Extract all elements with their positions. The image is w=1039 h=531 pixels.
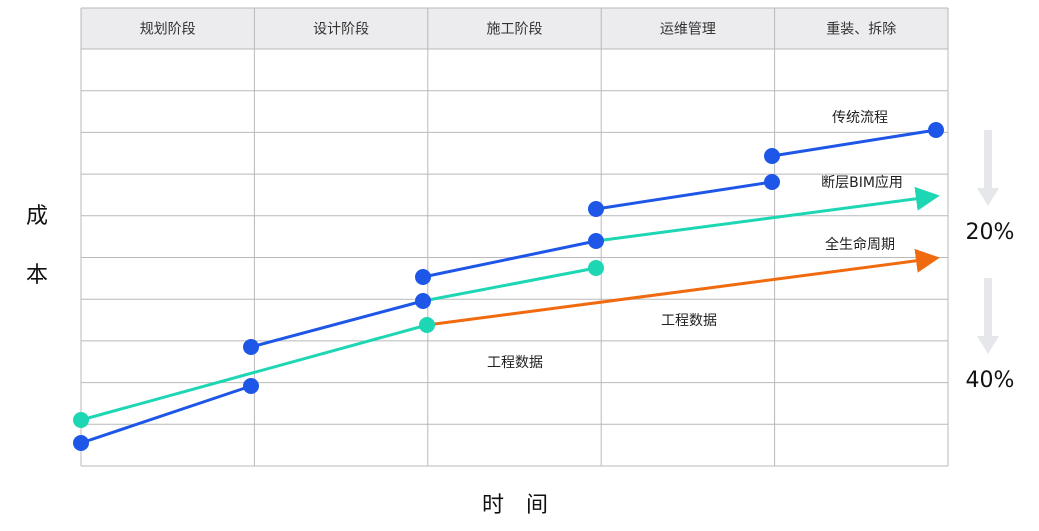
point bbox=[588, 233, 604, 249]
point bbox=[73, 412, 89, 428]
point bbox=[243, 339, 259, 355]
bim-arrow bbox=[595, 186, 940, 243]
phase-header: 重装、拆除 bbox=[826, 22, 896, 38]
point bbox=[415, 269, 431, 285]
line-label: 全生命周期 bbox=[825, 236, 895, 253]
point bbox=[419, 317, 435, 333]
point bbox=[928, 122, 944, 138]
saving-label: 20% bbox=[966, 220, 1015, 245]
traditional-line bbox=[80, 128, 937, 445]
lines bbox=[80, 128, 940, 445]
point bbox=[415, 293, 431, 309]
point bbox=[588, 201, 604, 217]
line-label: 传统流程 bbox=[832, 110, 888, 126]
lifecycle-arrow bbox=[426, 248, 940, 327]
phase-header: 规划阶段 bbox=[140, 22, 196, 38]
phase-header: 设计阶段 bbox=[313, 22, 369, 38]
annotation: 工程数据 bbox=[487, 355, 543, 371]
point bbox=[764, 148, 780, 164]
header-band bbox=[81, 8, 948, 49]
line-label: 断层BIM应用 bbox=[821, 174, 903, 191]
phase-header: 施工阶段 bbox=[487, 22, 543, 38]
point bbox=[588, 260, 604, 276]
phase-header: 运维管理 bbox=[660, 22, 716, 38]
point bbox=[764, 174, 780, 190]
points bbox=[73, 122, 944, 451]
down-arrow bbox=[977, 278, 999, 354]
bim-line bbox=[80, 266, 597, 422]
point bbox=[73, 435, 89, 451]
annotation: 工程数据 bbox=[661, 313, 717, 329]
reduction-arrows bbox=[977, 130, 999, 354]
grid bbox=[80, 7, 949, 467]
down-arrow bbox=[977, 130, 999, 206]
y-axis-label: 本 bbox=[26, 263, 48, 288]
y-axis-label: 成 bbox=[26, 204, 48, 229]
saving-label: 40% bbox=[966, 368, 1015, 393]
phase-headers: 规划阶段 设计阶段 施工阶段 运维管理 重装、拆除 bbox=[140, 22, 897, 38]
point bbox=[243, 378, 259, 394]
x-axis-label: 时 间 bbox=[482, 493, 548, 518]
